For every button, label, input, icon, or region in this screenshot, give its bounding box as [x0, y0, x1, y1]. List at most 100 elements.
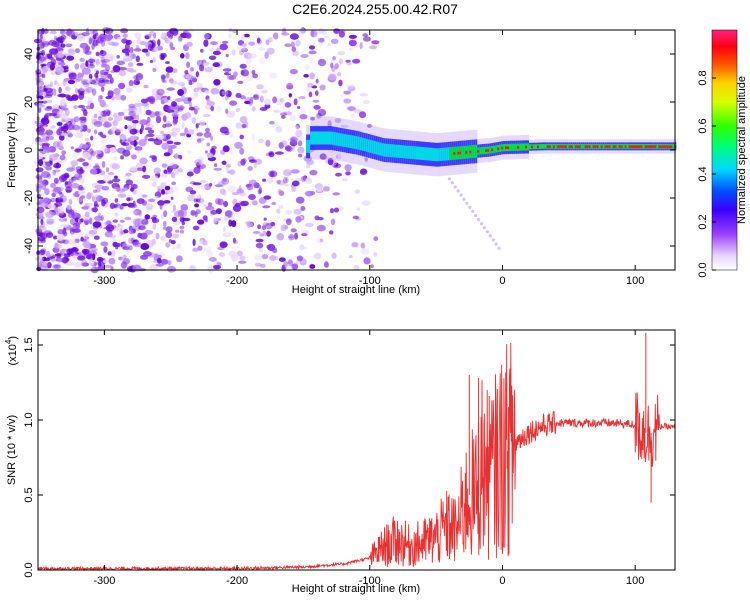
- noise-speck: [160, 188, 166, 195]
- noise-speck: [254, 262, 262, 267]
- noise-speck: [122, 149, 131, 157]
- noise-speck: [156, 88, 165, 96]
- noise-speck: [48, 135, 54, 141]
- signal-peak: [576, 145, 579, 148]
- noise-speck: [302, 246, 308, 250]
- colorbar-gradient: [711, 29, 738, 271]
- noise-speck: [160, 130, 165, 135]
- noise-speck: [66, 167, 75, 172]
- noise-speck: [73, 255, 77, 260]
- noise-speck: [235, 93, 242, 98]
- noise-speck: [347, 85, 356, 92]
- noise-speck: [123, 116, 128, 120]
- noise-speck: [277, 188, 282, 194]
- signal-core: [473, 145, 476, 158]
- noise-speck: [53, 202, 63, 207]
- noise-speck: [313, 105, 321, 110]
- noise-speck: [236, 188, 245, 194]
- noise-speck: [213, 167, 222, 171]
- noise-speck: [177, 168, 183, 173]
- noise-speck: [43, 197, 50, 204]
- noise-speck: [119, 205, 124, 210]
- noise-speck: [290, 169, 300, 174]
- signal-peak: [592, 145, 595, 148]
- noise-speck: [317, 39, 323, 47]
- noise-speck: [265, 39, 270, 46]
- noise-speck: [165, 226, 173, 233]
- noise-speck: [81, 214, 91, 221]
- noise-speck: [330, 208, 334, 214]
- signal-peak: [453, 152, 456, 155]
- noise-speck: [48, 39, 57, 47]
- noise-speck: [298, 28, 306, 35]
- noise-speck: [44, 94, 53, 99]
- noise-speck: [363, 36, 371, 42]
- noise-speck: [295, 216, 302, 223]
- noise-speck: [122, 108, 129, 114]
- noise-speck: [181, 83, 185, 91]
- noise-speck: [249, 159, 257, 163]
- noise-speck: [188, 79, 193, 86]
- noise-speck: [167, 260, 172, 266]
- noise-speck: [56, 110, 65, 118]
- noise-speck: [136, 62, 144, 66]
- noise-speck: [279, 97, 284, 103]
- signal-core: [326, 131, 328, 145]
- noise-speck: [225, 53, 229, 58]
- noise-speck: [186, 150, 192, 155]
- spectrogram-x-ticks: -300 -200 -100 0 100: [93, 30, 644, 287]
- noise-speck: [275, 151, 284, 155]
- noise-speck: [81, 248, 90, 254]
- noise-speck: [102, 109, 112, 116]
- noise-speck: [216, 262, 222, 267]
- signal-peak: [562, 145, 565, 148]
- signal-core: [328, 131, 330, 145]
- x-tick-label: -300: [93, 275, 115, 287]
- noise-speck: [317, 58, 327, 67]
- noise-speck: [303, 74, 309, 78]
- signal-peak: [666, 145, 669, 148]
- noise-speck: [94, 215, 103, 222]
- signal-core: [405, 145, 408, 159]
- noise-speck: [116, 188, 126, 193]
- noise-speck: [373, 236, 379, 242]
- y-tick-label: 0.5: [23, 487, 35, 502]
- signal-tail-dot: [462, 197, 466, 201]
- noise-speck: [291, 186, 297, 193]
- noise-speck: [262, 205, 271, 209]
- noise-speck: [76, 168, 85, 174]
- signal-core: [445, 147, 448, 161]
- noise-speck: [198, 158, 204, 166]
- noise-speck: [112, 178, 121, 183]
- noise-speck: [348, 47, 353, 52]
- noise-speck: [91, 78, 100, 86]
- signal-core: [407, 145, 410, 159]
- noise-speck: [165, 61, 170, 65]
- noise-speck: [112, 219, 119, 223]
- noise-speck: [44, 188, 50, 196]
- noise-speck: [161, 163, 168, 168]
- signal-core: [511, 143, 514, 151]
- noise-speck: [169, 80, 178, 85]
- noise-speck: [77, 34, 85, 42]
- signal-core: [590, 144, 593, 149]
- noise-speck: [239, 95, 246, 100]
- noise-speck: [225, 95, 229, 101]
- noise-speck: [125, 179, 133, 186]
- noise-speck: [240, 200, 249, 207]
- signal-tail-dot: [453, 185, 457, 189]
- noise-speck: [70, 118, 76, 126]
- signal-peak: [558, 145, 561, 148]
- noise-speck: [120, 28, 129, 34]
- noise-speck: [128, 103, 136, 109]
- signal-core: [493, 145, 496, 153]
- noise-speck: [222, 40, 229, 44]
- noise-speck: [231, 49, 236, 56]
- noise-speck: [281, 115, 286, 119]
- noise-speck: [231, 220, 237, 228]
- signal-core: [539, 144, 541, 149]
- noise-speck: [225, 108, 229, 114]
- signal-core: [320, 131, 322, 145]
- noise-speck: [290, 41, 295, 48]
- noise-speck: [100, 37, 107, 43]
